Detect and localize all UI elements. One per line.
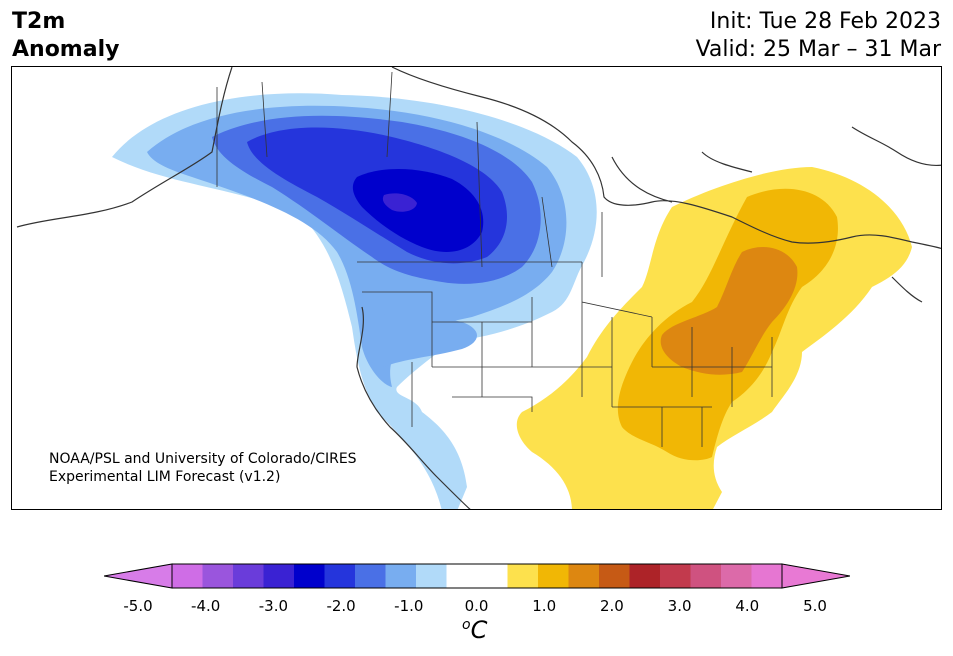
colorbar-segment — [202, 564, 234, 588]
colorbar-tick-label: 4.0 — [735, 597, 760, 615]
colorbar-segment — [599, 564, 630, 588]
title-line-2: Anomaly — [12, 37, 120, 62]
colorbar-tick-label: -2.0 — [326, 597, 356, 615]
colorbar-outline — [171, 563, 783, 589]
colorbar-segment — [263, 564, 295, 588]
colorbar-over-arrow — [781, 563, 850, 589]
credit-line-1: NOAA/PSL and University of Colorado/CIRE… — [49, 451, 357, 467]
colorbar-tick-label: 1.0 — [532, 597, 557, 615]
forecast-dates: Init: Tue 28 Feb 2023 Valid: 25 Mar – 31… — [696, 8, 941, 64]
colorbar-segment — [233, 564, 264, 588]
colorbar-segment — [385, 564, 417, 588]
warm-anomaly-level-3 — [660, 247, 798, 375]
init-date: Init: Tue 28 Feb 2023 — [709, 9, 941, 34]
unit-degree: o — [462, 617, 471, 633]
colorbar-segment — [294, 564, 325, 588]
colorbar-tick-label: -5.0 — [123, 597, 153, 615]
colorbar-unit: oC — [462, 616, 487, 644]
colorbar-segment — [446, 564, 478, 588]
colorbar-segment — [355, 564, 386, 588]
colorbar-tick-label: -3.0 — [258, 597, 289, 615]
map-canvas — [16, 67, 941, 509]
title-line-1: T2m — [12, 9, 66, 34]
colorbar — [104, 563, 850, 589]
colorbar-segment — [690, 564, 722, 588]
colorbar-tick-label: 2.0 — [599, 597, 624, 615]
colorbar-segment — [660, 564, 691, 588]
colorbar-segment — [477, 564, 508, 588]
cold-anomaly-level-2-west — [362, 314, 477, 367]
unit-letter: C — [470, 616, 488, 644]
colorbar-segment — [507, 564, 539, 588]
borders — [216, 71, 773, 447]
colorbar-segment — [629, 564, 661, 588]
map-title: T2m Anomaly — [12, 8, 119, 64]
colorbar-segment — [416, 564, 447, 588]
colorbar-segment — [568, 564, 600, 588]
colorbar-tick-label: 3.0 — [667, 597, 692, 615]
coastline — [16, 67, 941, 509]
colorbar-tick-label: 5.0 — [803, 597, 827, 615]
credit-text: NOAA/PSL and University of Colorado/CIRE… — [49, 450, 357, 486]
credit-line-2: Experimental LIM Forecast (v1.2) — [49, 469, 281, 485]
colorbar-segment — [172, 564, 203, 588]
anomaly-map: NOAA/PSL and University of Colorado/CIRE… — [11, 66, 942, 510]
valid-range: Valid: 25 Mar – 31 Mar — [695, 37, 941, 62]
cold-anomaly-level-5 — [352, 168, 484, 252]
colorbar-segment — [324, 564, 356, 588]
colorbar-segment — [721, 564, 752, 588]
colorbar-segment — [538, 564, 569, 588]
colorbar-tick-label: -1.0 — [394, 597, 424, 615]
cold-anomaly-level-6 — [382, 193, 417, 212]
colorbar-segment — [751, 564, 783, 588]
colorbar-tick-label: 0.0 — [464, 597, 489, 615]
colorbar-tick-labels: -5.0 -4.0 -3.0 -2.0 -1.0 0.0 1.0 2.0 3.0 4.0 5.0 — [0, 597, 953, 617]
colorbar-under-arrow — [104, 563, 173, 589]
colorbar-tick-label: -4.0 — [191, 597, 221, 615]
